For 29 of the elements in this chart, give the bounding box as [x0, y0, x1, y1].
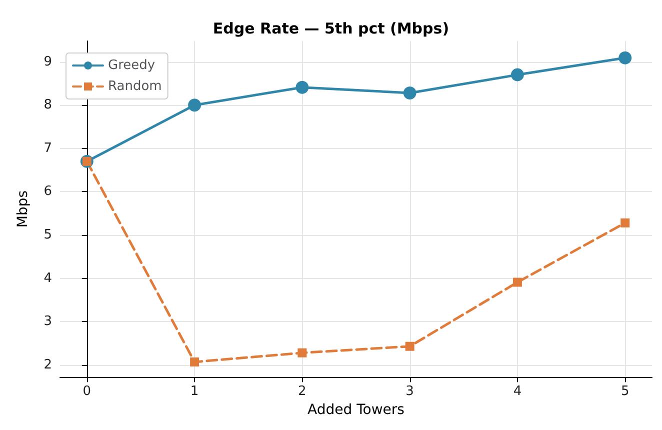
- x-tick-label: 3: [406, 384, 414, 400]
- x-axis-title: Added Towers: [308, 402, 404, 418]
- point: [512, 278, 522, 287]
- y-tick-label: 6: [44, 184, 52, 200]
- y-tick-label: 4: [44, 270, 52, 286]
- x-tick-label: 4: [513, 384, 522, 400]
- chart-title: Edge Rate — 5th pct (Mbps): [212, 20, 450, 38]
- x-tick-label: 2: [298, 384, 306, 400]
- y-tick-label: 7: [44, 140, 52, 156]
- point: [188, 98, 202, 112]
- y-tick-label: 5: [44, 228, 52, 243]
- point: [620, 218, 630, 228]
- y-tick-label: 2: [44, 357, 52, 372]
- point: [403, 86, 416, 100]
- legend-label: Random: [108, 79, 162, 94]
- legend-label: Greedy: [108, 58, 156, 73]
- y-tick-label: 3: [44, 314, 52, 330]
- y-tick-label: 9: [44, 54, 52, 70]
- point: [296, 80, 309, 94]
- x-tick-label: 5: [620, 384, 630, 400]
- point: [618, 51, 632, 64]
- x-tick-label: 0: [82, 384, 92, 400]
- y-tick-label: 8: [44, 98, 52, 113]
- point: [190, 357, 200, 366]
- point: [405, 342, 414, 351]
- point: [510, 68, 524, 82]
- point: [298, 348, 307, 358]
- y-axis-title: Mbps: [15, 190, 31, 228]
- x-tick-label: 1: [190, 384, 199, 400]
